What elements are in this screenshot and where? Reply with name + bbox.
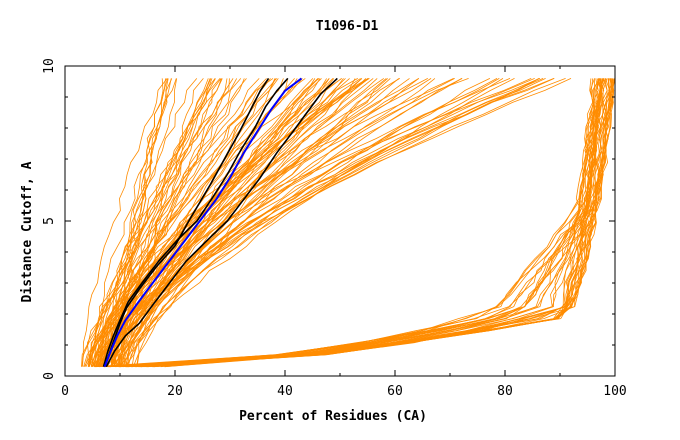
- model-series-line: [110, 78, 401, 367]
- model-series-line: [108, 78, 610, 368]
- x-tick-label: 0: [61, 384, 69, 399]
- model-series-line: [82, 78, 168, 367]
- model-series-line: [81, 78, 274, 367]
- model-series-line: [127, 78, 535, 367]
- x-axis-label: Percent of Residues (CA): [239, 409, 427, 424]
- model-series-line: [136, 78, 491, 367]
- model-series-line: [98, 78, 616, 368]
- model-series-line: [146, 78, 608, 368]
- x-tick-label: 80: [497, 384, 513, 399]
- x-tick-label: 40: [277, 384, 293, 399]
- model-series-line: [127, 78, 603, 368]
- model-series-line: [103, 78, 596, 368]
- plot-lines: [81, 77, 616, 368]
- model-series-line: [145, 78, 615, 368]
- model-series-line: [112, 78, 245, 367]
- model-series-line: [96, 78, 198, 367]
- model-series-line: [115, 78, 604, 368]
- highlight-series-line: [105, 77, 338, 368]
- model-series-line: [96, 78, 455, 367]
- model-series-line: [141, 78, 599, 368]
- model-series-line: [115, 78, 327, 367]
- model-series-line: [114, 78, 168, 367]
- x-tick-label: 60: [387, 384, 403, 399]
- model-series-line: [126, 78, 428, 367]
- y-axis: 0 5 10: [42, 58, 615, 380]
- model-series-line: [164, 78, 606, 368]
- x-tick-label: 100: [603, 384, 626, 399]
- model-series-line: [119, 78, 610, 368]
- highlight-series-line: [103, 77, 303, 368]
- model-series-line: [113, 78, 432, 367]
- model-series-line: [153, 78, 616, 368]
- model-series-line: [100, 78, 572, 367]
- highlight-series-line: [102, 77, 289, 367]
- x-axis: 0 20 40 60 80 100: [61, 66, 627, 399]
- model-series-line: [160, 78, 613, 368]
- model-series-line: [124, 78, 544, 367]
- model-series-line: [125, 78, 555, 367]
- model-series-line: [128, 78, 608, 368]
- model-series-line: [122, 78, 615, 368]
- model-series-line: [143, 78, 612, 368]
- model-series-line: [85, 78, 211, 367]
- model-series-line: [104, 78, 454, 367]
- model-series-line: [140, 78, 601, 368]
- y-tick-label: 0: [42, 372, 57, 380]
- model-series-line: [102, 78, 213, 367]
- model-series-line: [111, 78, 178, 367]
- model-series-line: [118, 78, 388, 367]
- model-series-line: [121, 78, 504, 367]
- model-series-line: [81, 78, 320, 367]
- model-series-line: [120, 78, 498, 367]
- model-series-line: [109, 78, 595, 368]
- y-axis-label: Distance Cutoff, A: [20, 161, 35, 302]
- model-series-line: [95, 78, 540, 367]
- chart-title: T1096-D1: [316, 19, 379, 34]
- model-series-line: [94, 78, 541, 367]
- y-tick-label: 5: [42, 217, 57, 225]
- model-series-line: [106, 78, 166, 367]
- model-series-line: [131, 78, 613, 368]
- model-series-line: [139, 78, 600, 368]
- highlight-series-line: [103, 77, 270, 367]
- model-series-line: [132, 78, 378, 367]
- y-tick-label: 10: [42, 58, 57, 74]
- x-tick-label: 20: [167, 384, 183, 399]
